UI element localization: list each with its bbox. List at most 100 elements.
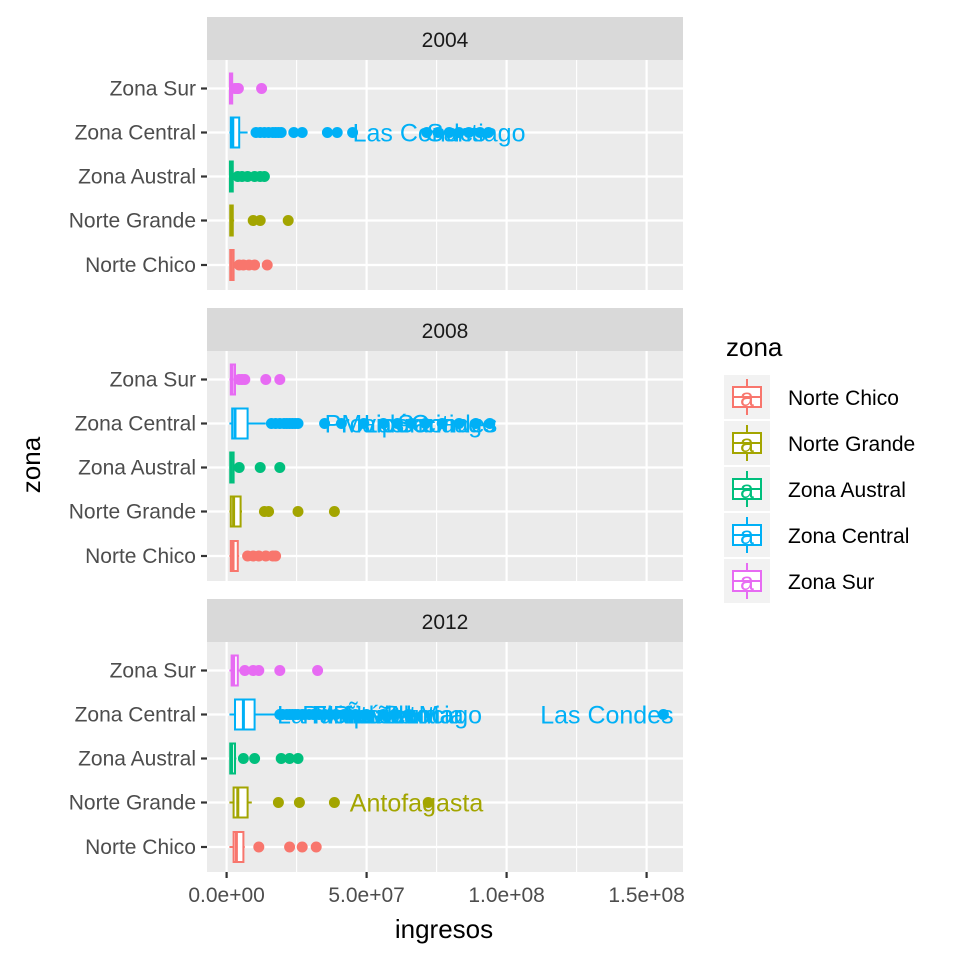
outlier-point [421,127,433,138]
legend-text-glyph: a [740,568,754,596]
facet-panel-2008: 2008 Zona Sur Zona Central Zona Austral Nort… [69,308,683,581]
y-tick-label: Zona Central [75,704,196,727]
outlier-point [422,797,434,808]
outlier-point [331,127,343,138]
outlier-point [249,259,261,271]
facet-strip [207,17,683,60]
facet-strip-label: 2012 [422,611,469,634]
boxplot-zona-austral [228,160,270,193]
outlier-point [657,709,669,720]
point-label: Las Condes [353,120,486,148]
legend-label: Zona Sur [788,571,874,594]
point-label: Las Condes [364,411,497,439]
outlier-point [453,418,465,429]
outlier-point [347,127,359,138]
outlier-point [274,462,286,473]
boxplot-norte-grande [229,786,434,819]
x-tick-label: 0.0e+00 [188,884,265,907]
legend-label: Zona Central [788,525,909,548]
outlier-point [260,374,272,385]
outlier-point [377,709,389,720]
outlier-point [349,709,361,720]
point-label: Maipú [313,702,381,730]
boxplot-zona-sur [228,72,268,105]
outlier-point [484,418,496,429]
y-tick-label: Zona Central [75,122,196,145]
outlier-point [419,418,431,429]
point-label: Antofagasta [350,790,484,818]
y-tick-label: Zona Austral [78,166,196,189]
legend-text-glyph: a [740,430,754,458]
outlier-point [292,418,304,429]
outlier-point [358,418,370,429]
outlier-point [275,753,287,764]
outlier-point [253,665,265,676]
boxplot-zona-central [229,698,669,731]
outlier-point [274,374,286,385]
outlier-point [470,418,482,429]
y-tick-label: Zona Sur [110,369,196,392]
point-label: Viña del Mar [322,702,462,730]
boxplot-zona-central [229,116,494,149]
outlier-point [312,665,324,676]
point-label: Providencia [333,702,464,730]
boxplot-zona-austral [229,742,304,775]
y-tick-label: Zona Sur [110,660,196,683]
legend: a Norte Chico a Norte Grande a Zona Austral a Z… [724,375,915,603]
y-tick-label: Norte Chico [85,254,196,277]
boxplot-norte-chico [229,831,322,863]
outlier-point [293,797,305,808]
y-tick-label: Zona Central [75,413,196,436]
outlier-point [482,127,494,138]
boxplot-norte-chico [229,249,273,281]
outlier-point [274,665,286,676]
point-label: Maipú [341,411,409,439]
x-tick-label: 1.5e+08 [608,884,685,907]
point-label: La Florida [277,702,388,730]
outlier-point [239,374,251,385]
outlier-point [328,797,340,808]
point-label: Ñuñoa [344,701,418,730]
outlier-point [377,418,389,429]
point-label: Santiago [397,411,496,439]
outlier-point [310,841,322,853]
outlier-point [389,709,401,720]
boxplot-zona-austral [229,451,286,484]
point-label: Puente Alto [302,702,430,730]
outlier-point [321,127,333,138]
outlier-point [237,753,249,764]
point-label: Santiago [383,702,482,730]
boxplot-norte-grande [229,495,340,528]
outlier-point [261,259,273,271]
outlier-point [453,127,465,138]
facet-strip [207,599,683,642]
outlier-point [330,709,342,720]
outlier-point [282,215,294,226]
outlier-point [270,550,282,562]
outlier-point [443,127,455,138]
y-tick-label: Norte Chico [85,836,196,859]
outlier-point [474,127,486,138]
outlier-point [296,841,308,853]
y-tick-label: Norte Grande [69,501,196,524]
outlier-point [463,127,475,138]
outlier-point [292,506,304,517]
y-tick-label: Norte Grande [69,210,196,233]
facet-panel-2012: 2012 Zona Sur Zona Central Zona Austral Nort… [69,599,683,872]
outlier-point [403,709,415,720]
legend-text-glyph: a [740,522,754,550]
facet-strip-label: 2008 [422,320,469,343]
legend-key-zona-sur: a [724,559,770,603]
y-tick-label: Zona Sur [110,78,196,101]
boxplot-zona-sur [229,363,286,396]
outlier-point [391,418,403,429]
outlier-point [275,127,287,138]
box [232,786,249,819]
legend-key-norte-grande: a [724,421,770,465]
x-tick-label: 5.0e+07 [328,884,405,907]
outlier-point [254,215,266,226]
outlier-point [254,462,266,473]
point-label: Providencia [325,411,456,439]
outlier-point [253,841,265,853]
legend-key-zona-austral: a [724,467,770,511]
